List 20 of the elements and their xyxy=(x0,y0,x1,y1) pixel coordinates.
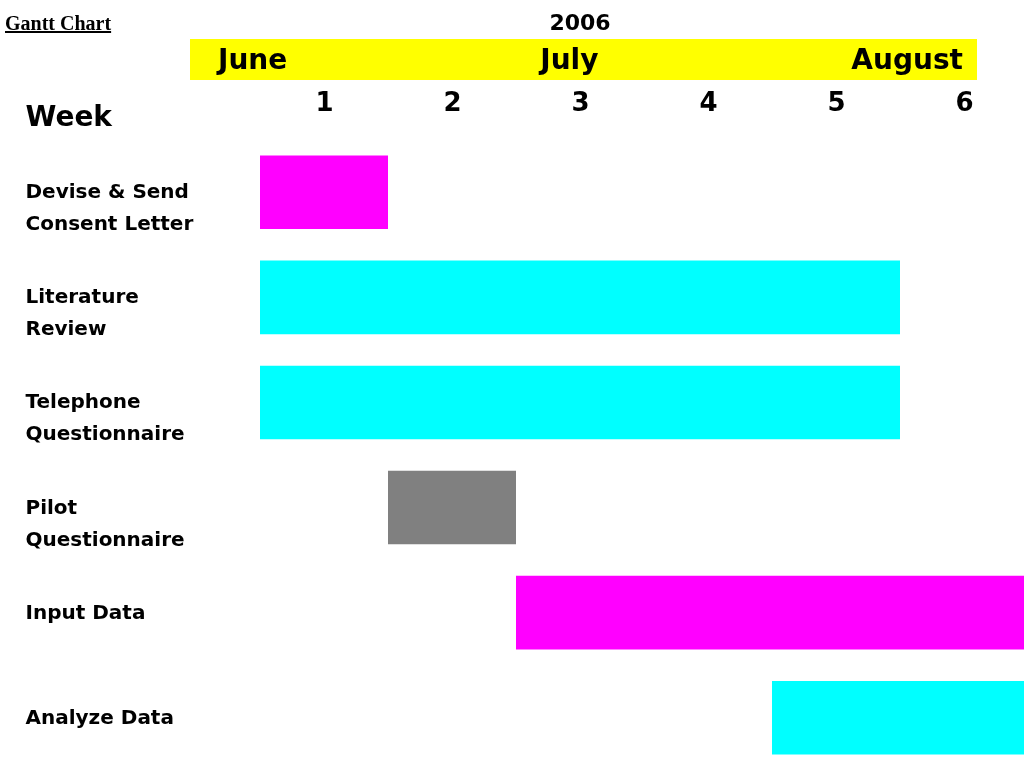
bar xyxy=(388,470,516,545)
x-tick-label: 4 xyxy=(699,86,718,117)
bar xyxy=(260,365,900,440)
y-tick-label: Telephone Questionnaire xyxy=(25,389,185,446)
x-tick-label: 6 xyxy=(955,86,974,117)
x-axis-title: Week xyxy=(25,99,114,133)
bar xyxy=(260,155,388,230)
y-tick-label: Input Data xyxy=(25,599,146,624)
bar xyxy=(260,260,900,335)
x-tick-label: 5 xyxy=(827,86,846,117)
y-tick-label: Literature Review xyxy=(25,284,139,341)
y-tick-label: Analyze Data xyxy=(25,704,174,729)
chart-subtitle: 2006 xyxy=(548,10,612,35)
y-tick-label: Devise & Send Consent Letter xyxy=(25,179,194,236)
text: Gantt Chart xyxy=(5,12,112,35)
y-tick-label: Pilot Questionnaire xyxy=(25,494,185,551)
x-tick-label: 2 xyxy=(443,86,462,117)
x-tick-label: 3 xyxy=(571,86,590,117)
month-header-banner: June July August xyxy=(190,39,977,80)
x-tick-label: 1 xyxy=(315,86,334,117)
